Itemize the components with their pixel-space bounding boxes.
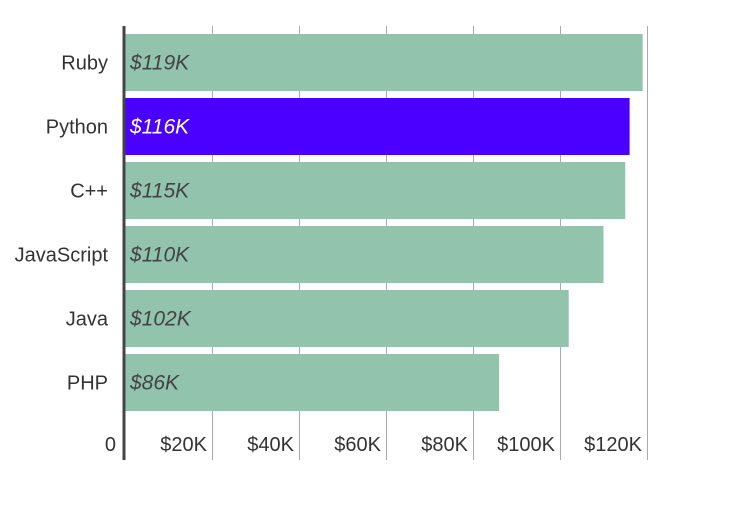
bar	[125, 98, 630, 155]
bar-value-label: $116K	[129, 116, 190, 139]
category-label: Ruby	[61, 53, 108, 75]
x-tick-label: $120K	[584, 434, 642, 456]
bar-value-label: $119K	[129, 52, 190, 75]
bar-value-label: $86K	[129, 372, 180, 395]
bar	[125, 226, 604, 283]
bar-value-label: $115K	[129, 180, 190, 203]
bar	[125, 162, 626, 219]
bars: $119K $116K $115K $110K $102K $86K	[125, 34, 643, 411]
axes: Ruby Python C++ JavaScript Java PHP 0 $20K $40K $…	[15, 26, 643, 460]
category-label: C++	[70, 181, 108, 203]
category-label: JavaScript	[15, 245, 109, 267]
bar	[125, 290, 569, 347]
category-label: Java	[66, 309, 109, 331]
x-tick-label: $40K	[247, 434, 294, 456]
bar	[125, 354, 500, 411]
category-label: Python	[46, 117, 108, 139]
bar	[125, 34, 643, 91]
bar-value-label: $110K	[129, 244, 190, 267]
x-tick-label: $100K	[497, 434, 555, 456]
category-label: PHP	[67, 373, 108, 395]
x-tick-label: 0	[105, 434, 116, 456]
x-tick-label: $20K	[160, 434, 207, 456]
x-tick-label: $60K	[334, 434, 381, 456]
bar-value-label: $102K	[129, 308, 192, 331]
x-tick-label: $80K	[421, 434, 468, 456]
